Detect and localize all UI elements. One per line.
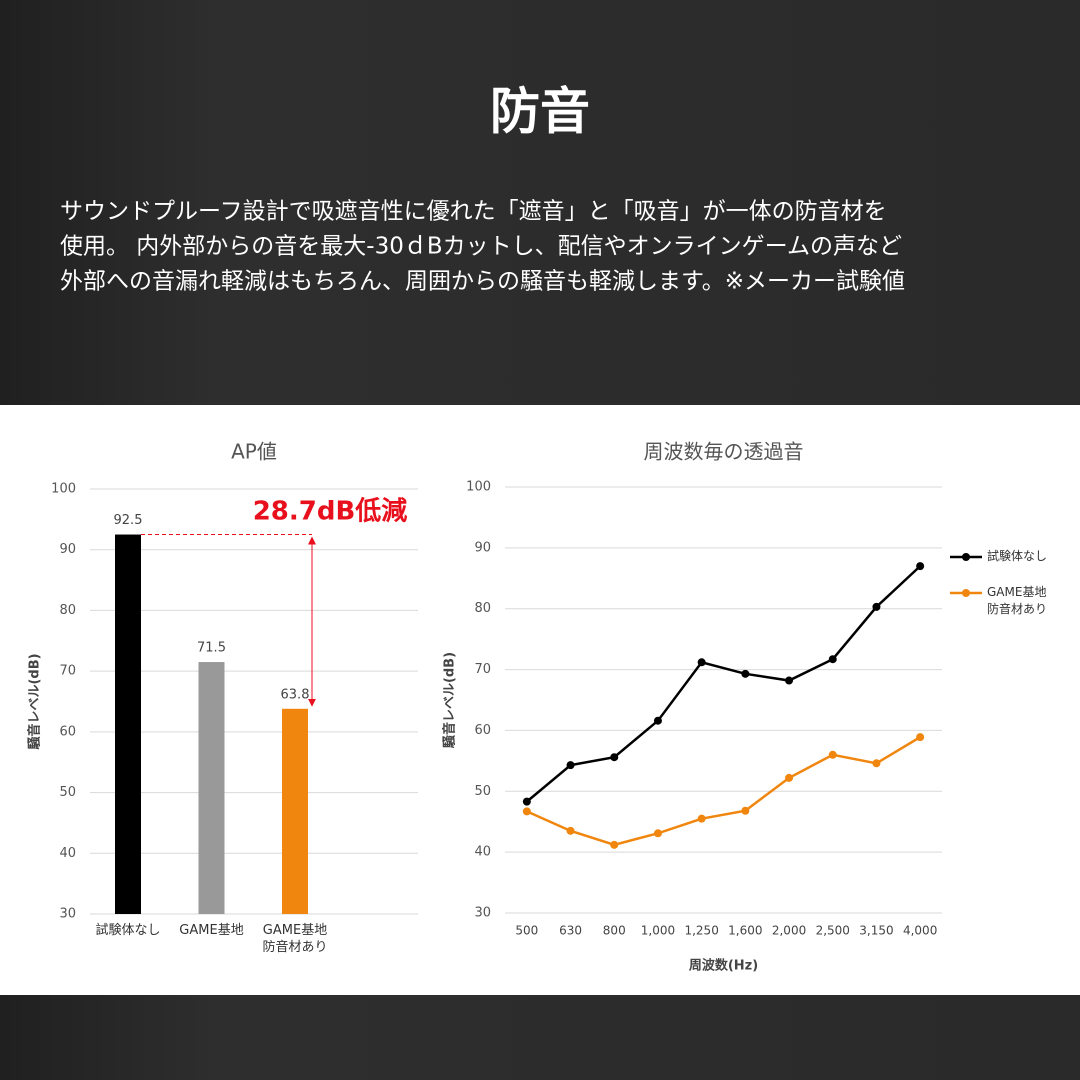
point <box>916 562 925 571</box>
point <box>566 826 575 835</box>
x-tick-label: 2,500 <box>816 924 850 938</box>
point <box>566 761 575 770</box>
legend-label: GAME基地 防音材あり <box>987 585 1048 616</box>
y-tick-label: 70 <box>59 664 76 679</box>
y-tick-label: 30 <box>474 906 491 921</box>
series-line <box>526 565 922 803</box>
y-tick-label: 90 <box>59 542 76 557</box>
value-label: 71.5 <box>197 641 226 656</box>
y-tick-label: 50 <box>59 785 76 800</box>
x-tick-label: 500 <box>515 924 538 938</box>
bar <box>115 534 141 914</box>
y-tick-label: 80 <box>59 603 76 618</box>
y-tick-label: 40 <box>59 846 76 861</box>
y-axis-label: 騒音レベル(dB) <box>27 653 43 750</box>
bar <box>198 662 225 914</box>
point <box>828 655 837 664</box>
legend-marker <box>962 553 970 561</box>
point <box>741 806 750 815</box>
value-label: 92.5 <box>114 513 143 528</box>
chart-title: 周波数毎の透過音 <box>644 440 804 464</box>
point <box>741 669 750 678</box>
point <box>697 814 706 823</box>
x-tick-label: GAME基地 防音材あり <box>262 923 328 955</box>
annotation: 28.7dB低減 <box>253 497 408 527</box>
y-tick-label: 60 <box>59 724 76 739</box>
chart-panel <box>0 405 1080 995</box>
point <box>653 716 662 725</box>
description-line: サウンドプルーフ設計で吸遮音性に優れた「遮音」と「吸音」が一体の防音材を <box>60 199 887 225</box>
y-tick-label: 60 <box>474 723 491 738</box>
point <box>785 773 794 782</box>
chart-title: AP値 <box>231 440 277 464</box>
x-tick-label: 800 <box>603 924 626 938</box>
point <box>653 829 662 838</box>
y-tick-label: 100 <box>466 480 491 495</box>
point <box>872 602 881 611</box>
x-tick-label: 630 <box>559 924 582 938</box>
x-tick-label: 1,000 <box>641 924 675 938</box>
point <box>916 733 925 742</box>
x-tick-label: 1,250 <box>684 924 718 938</box>
point <box>610 840 619 849</box>
x-tick-label: 1,600 <box>728 924 762 938</box>
y-tick-label: 40 <box>474 845 491 860</box>
y-axis-label: 騒音レベル(dB) <box>442 652 458 749</box>
description-line: 外部への音漏れ軽減はもちろん、周囲からの騒音も軽減します。※メーカー試験値 <box>60 269 905 295</box>
value-label: 63.8 <box>281 687 310 702</box>
point <box>610 753 619 762</box>
y-tick-label: 80 <box>474 601 491 616</box>
x-axis-label: 周波数(Hz) <box>689 958 758 974</box>
x-tick-label: 2,000 <box>772 924 806 938</box>
x-tick-label: 試験体なし <box>95 923 161 938</box>
legend-label: 試験体なし <box>987 549 1048 563</box>
y-tick-label: 70 <box>474 662 491 677</box>
legend-marker <box>962 589 970 597</box>
series-line <box>526 736 921 847</box>
point <box>522 807 531 816</box>
description-line: 使用。 内外部からの音を最大-30ｄBカットし、配信やオンラインゲームの声など <box>60 234 902 260</box>
point <box>522 797 531 806</box>
y-tick-label: 50 <box>474 784 491 799</box>
point <box>697 658 706 667</box>
x-tick-label: 4,000 <box>903 924 937 938</box>
x-tick-label: GAME基地 <box>179 923 244 938</box>
point <box>872 759 881 768</box>
point <box>828 750 837 759</box>
y-tick-label: 90 <box>474 540 491 555</box>
bar <box>282 708 308 914</box>
point <box>785 676 794 685</box>
title: 防音 <box>490 83 590 141</box>
y-tick-label: 100 <box>51 482 76 497</box>
y-tick-label: 30 <box>59 907 76 922</box>
x-tick-label: 3,150 <box>859 924 893 938</box>
